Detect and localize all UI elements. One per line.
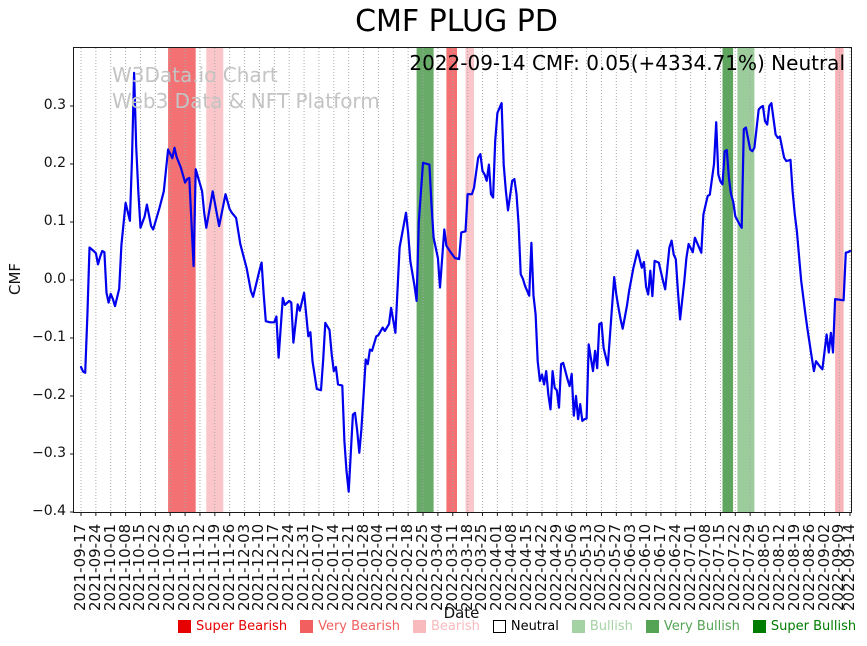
signal-band-bearish [465,48,474,512]
y-tick-label: −0.3 [32,445,66,461]
legend-label: Bullish [589,619,633,634]
signal-band-very-bearish [168,48,196,512]
legend-swatch-icon [178,620,191,633]
legend-swatch-icon [571,620,585,633]
legend-item-super-bearish: Super Bearish [178,619,287,634]
y-tick-label: 0.3 [43,97,66,113]
y-tick-label: 0.0 [43,271,66,287]
watermark: W3Data.io Chart Web3 Data & NFT Platform [112,62,380,114]
legend: Super Bearish Very Bearish Bearish Neutral B… [178,619,856,634]
watermark-line2: Web3 Data & NFT Platform [112,89,380,113]
legend-swatch-icon [412,620,426,633]
legend-label: Neutral [510,619,559,634]
legend-item-very-bullish: Very Bullish [645,619,740,634]
watermark-line1: W3Data.io Chart [112,63,278,87]
legend-swatch-icon [645,620,659,633]
x-tick-label: 2022-09-14 [840,523,858,611]
page-title: CMF PLUG PD [355,4,558,39]
legend-item-neutral: Neutral [492,619,559,634]
y-axis-label: CMF [6,262,25,296]
y-tick-label: 0.1 [43,213,66,229]
legend-label: Very Bearish [318,619,400,634]
plot-area [70,47,852,516]
legend-label: Very Bullish [663,619,740,634]
y-tick-label: −0.4 [32,503,66,519]
legend-item-very-bearish: Very Bearish [300,619,400,634]
legend-label: Super Bearish [196,619,288,634]
legend-swatch-icon [752,620,766,633]
plot-svg [70,48,852,516]
signal-band-bullish [737,48,755,512]
signal-band-very-bullish [722,48,734,512]
y-tick-label: −0.1 [32,329,66,345]
signal-band-very-bearish [446,48,457,512]
signal-band-very-bullish [416,48,434,512]
legend-item-bearish: Bearish [412,619,480,634]
y-tick-label: −0.2 [32,387,66,403]
legend-item-super-bullish: Super Bullish [752,619,857,634]
y-tick-label: 0.2 [43,155,66,171]
x-axis-label: Date [443,604,480,622]
legend-swatch-icon [492,620,506,633]
legend-label: Bearish [430,619,480,634]
cmf-line [79,71,852,493]
legend-swatch-icon [300,620,314,633]
legend-item-bullish: Bullish [571,619,633,634]
latest-value-annotation: 2022-09-14 CMF: 0.05(+4334.71%) Neutral [409,51,845,75]
legend-label: Super Bullish [770,619,857,634]
